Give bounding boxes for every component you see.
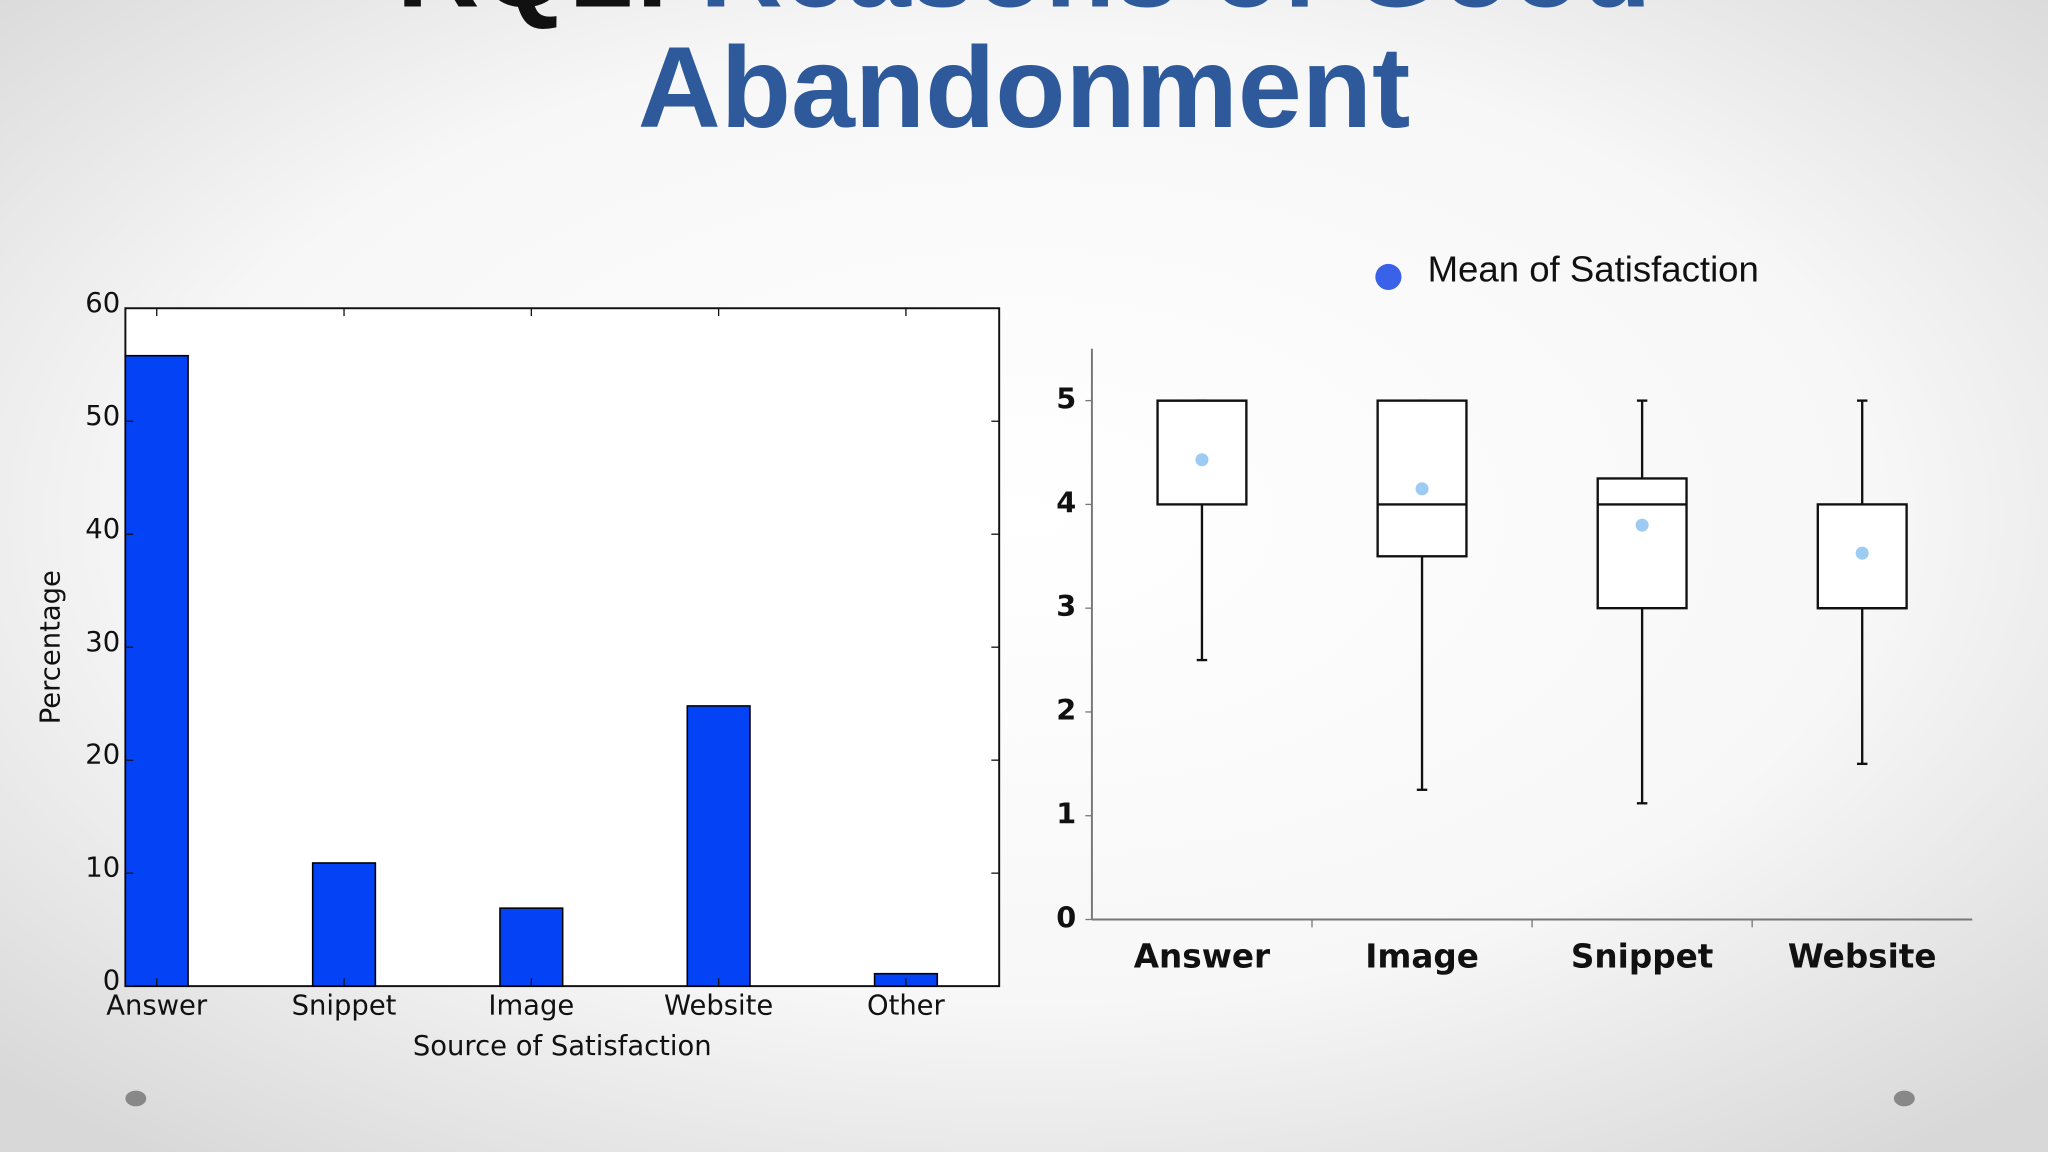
bar	[499, 907, 564, 987]
y-axis-label: Percentage	[36, 570, 67, 724]
y-tick-label: 60	[85, 288, 120, 319]
decoration	[1893, 1090, 1915, 1107]
x-tick-label: Answer	[106, 991, 208, 1022]
plot-area	[124, 307, 1001, 988]
y-tick-label: 40	[85, 514, 120, 545]
box	[1376, 399, 1468, 558]
bar	[124, 354, 189, 987]
y-tick-label: 30	[85, 627, 120, 658]
title-line-1: RQ1: Reasons of Good	[397, 0, 1652, 32]
bar	[311, 862, 377, 987]
bar	[686, 705, 751, 987]
title-prefix: RQ1:	[397, 0, 672, 32]
y-tick-label: 5	[1056, 382, 1076, 416]
y-tick-label: 10	[85, 853, 120, 884]
x-tick-label: Snippet	[292, 991, 397, 1022]
legend-label: Mean of Satisfaction	[1428, 248, 1759, 289]
y-tick-label: 4	[1056, 485, 1076, 519]
mean-point	[1635, 518, 1649, 532]
box	[1156, 399, 1248, 506]
x-tick-label: Website	[1788, 938, 1937, 976]
y-tick-label: 50	[85, 401, 120, 432]
y-tick-label: 20	[85, 740, 120, 771]
y-tick-label: 1	[1056, 797, 1076, 831]
box	[1596, 477, 1688, 610]
x-tick-label: Snippet	[1571, 938, 1713, 976]
x-tick-label: Image	[1365, 938, 1479, 976]
x-tick-label: Website	[664, 991, 773, 1022]
y-tick-label: 0	[1056, 901, 1076, 935]
x-tick-label: Answer	[1134, 938, 1270, 976]
mean-point	[1855, 546, 1869, 560]
legend-marker	[1375, 263, 1402, 290]
y-tick-label: 2	[1056, 693, 1076, 727]
mean-point	[1195, 453, 1209, 467]
y-tick-label: 3	[1056, 589, 1076, 623]
x-tick-label: Other	[867, 991, 946, 1022]
mean-point	[1415, 482, 1429, 496]
y-tick-label: 0	[103, 966, 120, 997]
x-axis-label: Source of Satisfaction	[413, 1031, 712, 1062]
title-line-2: Abandonment	[638, 24, 1410, 152]
x-tick-label: Image	[488, 991, 574, 1022]
title-text: Reasons of Good	[700, 0, 1651, 32]
decoration	[125, 1090, 147, 1107]
